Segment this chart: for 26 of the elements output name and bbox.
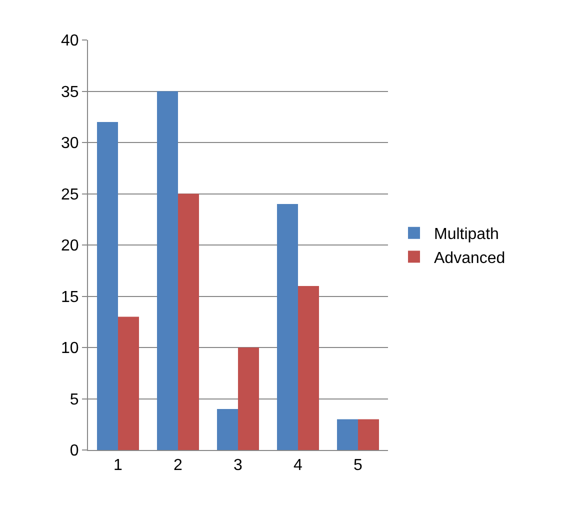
x-tick-label: 5 — [354, 457, 363, 474]
y-tick-label: 15 — [61, 288, 79, 306]
x-tick-label: 3 — [234, 457, 243, 474]
bar — [358, 419, 379, 450]
bar — [118, 316, 139, 450]
y-tick-label: 40 — [61, 32, 79, 50]
y-tick-label: 10 — [61, 340, 79, 358]
x-tick-label: 1 — [114, 457, 123, 474]
bar — [238, 348, 259, 450]
y-tick-label: 35 — [61, 84, 79, 101]
bar — [97, 122, 118, 450]
y-tick-label: 30 — [61, 135, 79, 152]
y-tick-label: 20 — [61, 238, 79, 255]
legend-label: Advanced — [434, 250, 506, 267]
y-tick-label: 25 — [61, 186, 79, 204]
bar — [277, 204, 298, 450]
bar — [298, 286, 319, 450]
y-tick-label: 0 — [70, 442, 79, 460]
bar — [157, 91, 178, 450]
legend-label: Multipath — [434, 226, 499, 244]
bar — [178, 194, 199, 450]
bar — [217, 409, 238, 450]
bar — [337, 419, 358, 450]
x-tick-label: 2 — [174, 457, 183, 474]
y-tick-label: 5 — [70, 391, 79, 408]
x-tick-label: 4 — [294, 457, 303, 474]
